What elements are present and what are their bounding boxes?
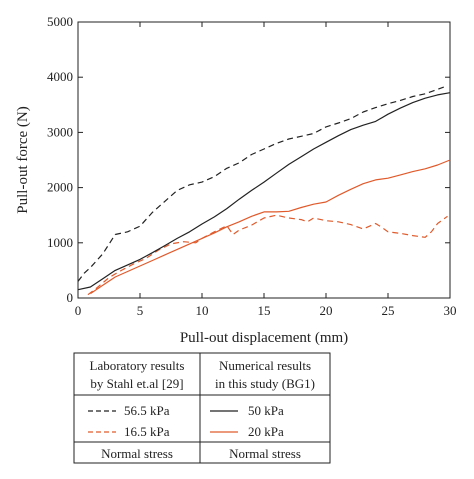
axes: 0 5 10 15 20 25 30 0 1000 2000 3000 4000 5000 xyxy=(47,14,457,318)
legend-col2-footer: Normal stress xyxy=(229,446,301,461)
series-line-50-kpa xyxy=(77,92,451,291)
legend-col1-footer: Normal stress xyxy=(101,446,173,461)
legend-col1-header-line2: by Stahl et.al [29] xyxy=(90,376,183,391)
x-tick-label: 0 xyxy=(75,303,82,318)
x-axis-title: Pull-out displacement (mm) xyxy=(180,330,348,346)
legend-label-56-5-kpa: 56.5 kPa xyxy=(124,403,170,418)
x-tick-label: 20 xyxy=(320,303,333,318)
series-line-16-5-kpa xyxy=(87,214,448,296)
legend-label-20-kpa: 20 kPa xyxy=(248,424,284,439)
y-tick-label: 2000 xyxy=(47,180,73,195)
legend-label-50-kpa: 50 kPa xyxy=(248,403,284,418)
legend-col1-header-line1: Laboratory results xyxy=(90,358,185,373)
x-tick-label: 30 xyxy=(444,303,457,318)
legend-col2-header-line2: in this study (BG1) xyxy=(215,376,315,391)
series-line-56-5-kpa xyxy=(77,86,445,282)
x-tick-label: 25 xyxy=(382,303,395,318)
legend-col2-header-line1: Numerical results xyxy=(219,358,311,373)
x-tick-label: 5 xyxy=(137,303,144,318)
x-tick-label: 15 xyxy=(258,303,271,318)
y-tick-label: 1000 xyxy=(47,235,73,250)
y-axis-title: Pull-out force (N) xyxy=(15,106,31,213)
y-tick-label: 5000 xyxy=(47,14,73,29)
legend-label-16-5-kpa: 16.5 kPa xyxy=(124,424,170,439)
x-tick-label: 10 xyxy=(196,303,209,318)
series-group xyxy=(77,86,451,296)
y-tick-label: 0 xyxy=(67,290,74,305)
legend-frame xyxy=(73,352,331,464)
y-tick-label: 3000 xyxy=(47,124,73,139)
y-tick-label: 4000 xyxy=(47,69,73,84)
plot-frame xyxy=(77,21,451,299)
series-line-20-kpa xyxy=(90,159,451,295)
legend: Laboratory results by Stahl et.al [29] N… xyxy=(73,352,331,464)
